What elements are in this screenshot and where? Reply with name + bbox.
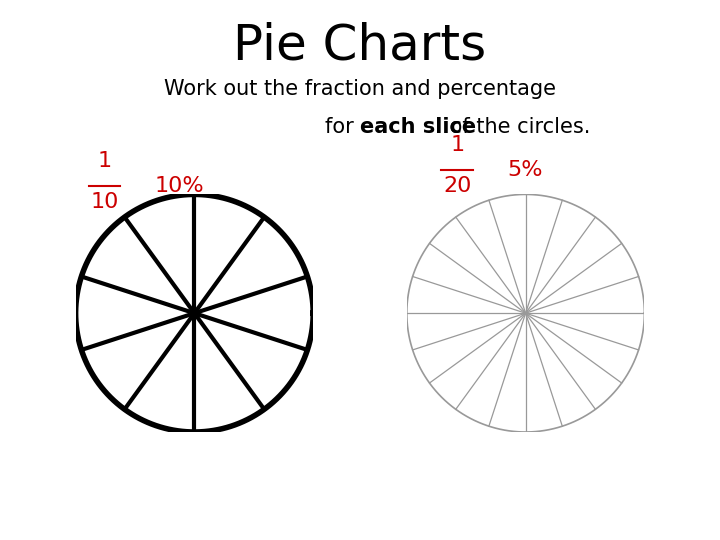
Text: 20: 20: [443, 176, 472, 195]
Text: for: for: [325, 117, 360, 137]
Text: each slice: each slice: [360, 117, 476, 137]
Text: of the circles.: of the circles.: [443, 117, 590, 137]
Text: 5%: 5%: [508, 160, 543, 180]
Text: 1: 1: [97, 151, 112, 171]
Polygon shape: [407, 194, 644, 432]
Polygon shape: [76, 194, 313, 432]
Text: 1: 1: [450, 135, 464, 155]
Text: Pie Charts: Pie Charts: [233, 22, 487, 70]
Text: 10: 10: [90, 192, 119, 212]
Text: 10%: 10%: [155, 176, 204, 197]
Text: Work out the fraction and percentage: Work out the fraction and percentage: [164, 79, 556, 99]
